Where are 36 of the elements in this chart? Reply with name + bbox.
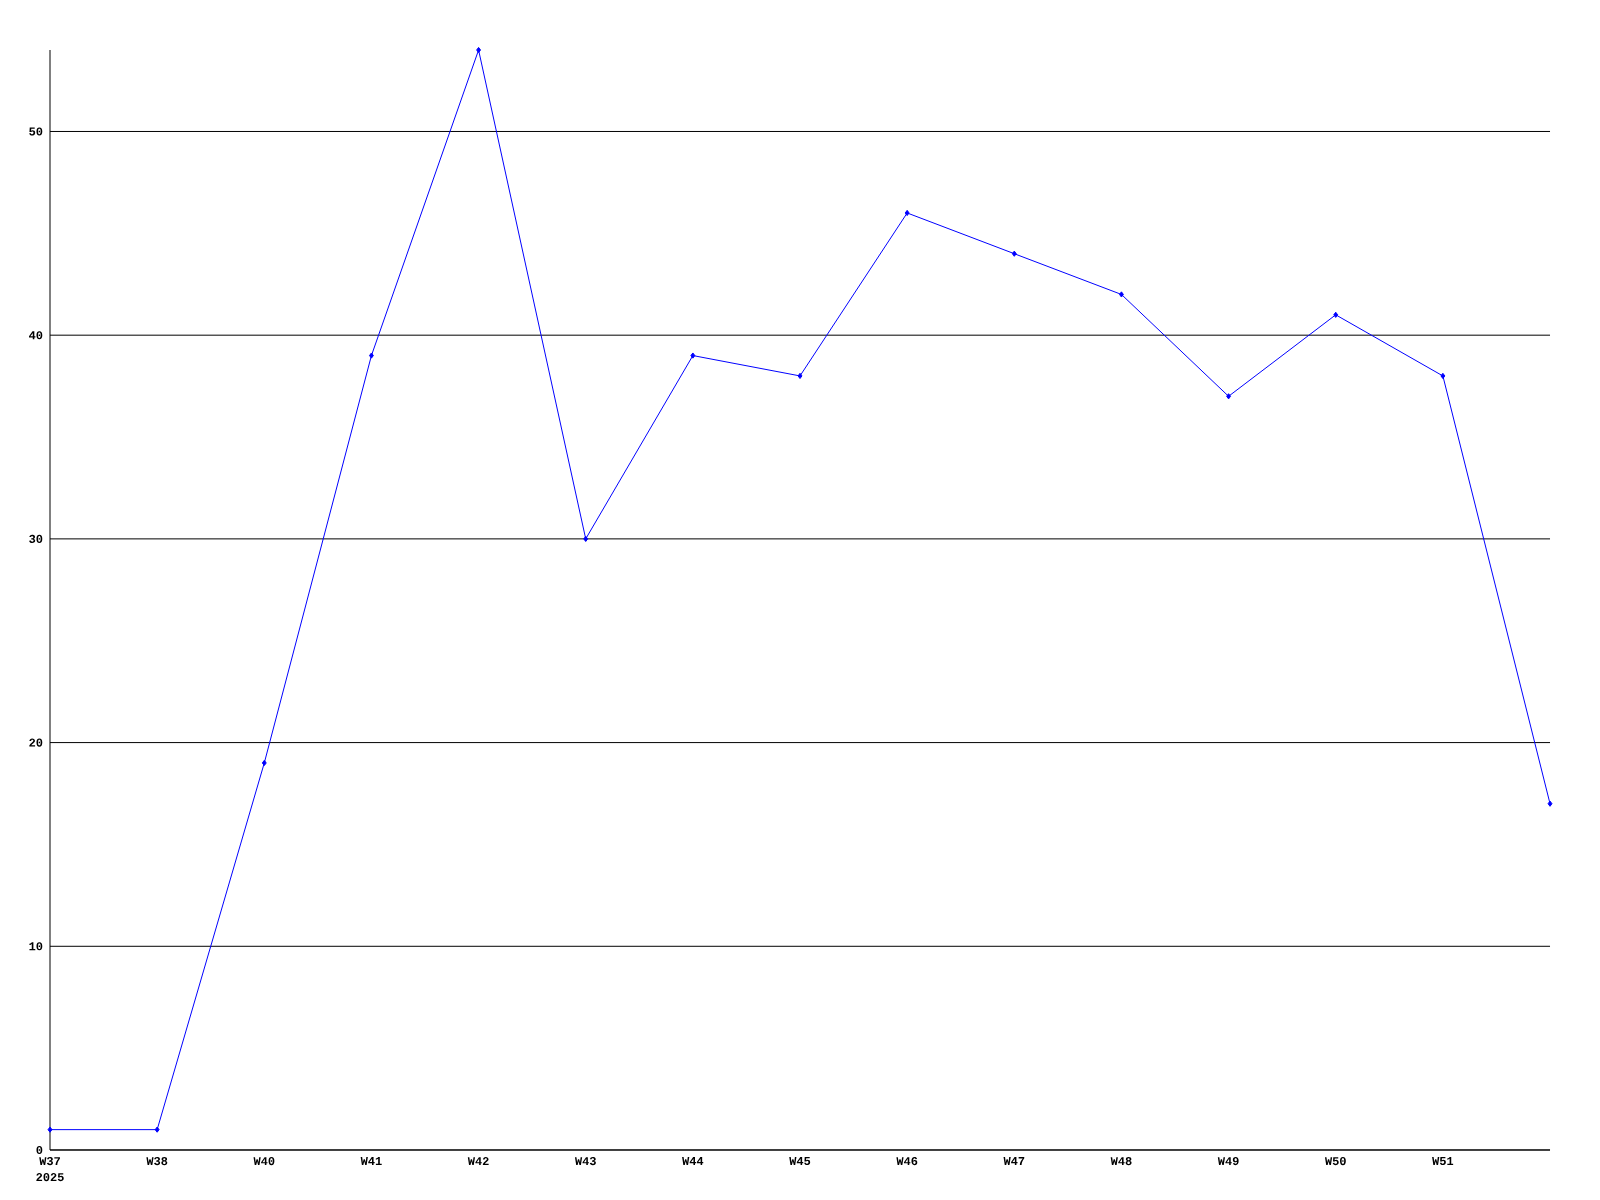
point xyxy=(690,352,696,359)
point xyxy=(261,759,267,767)
point xyxy=(368,352,374,359)
point xyxy=(583,535,589,542)
x-tick-label: W41 xyxy=(360,1157,382,1165)
text: 2025 xyxy=(36,1173,64,1182)
y-tick-label: 50 xyxy=(29,127,43,136)
y-tick-label: 30 xyxy=(29,534,43,543)
point xyxy=(476,46,482,54)
x-tick-label: W48 xyxy=(1110,1157,1132,1166)
y-tick-label: 20 xyxy=(29,738,43,747)
point xyxy=(1118,291,1124,298)
x-tick-label: W37 xyxy=(39,1157,60,1166)
x-tick-label: W45 xyxy=(789,1157,811,1166)
point xyxy=(1333,311,1339,318)
point xyxy=(47,1126,53,1133)
y-tick-label: 10 xyxy=(29,942,43,951)
x-tick-label: W46 xyxy=(896,1157,918,1166)
x-tick-label: W51 xyxy=(1432,1157,1454,1166)
x-tick-label: W42 xyxy=(467,1157,489,1166)
x-tick-label: W50 xyxy=(1324,1157,1346,1166)
point xyxy=(1226,393,1232,400)
point xyxy=(154,1126,160,1133)
x-tick-label: W44 xyxy=(682,1157,704,1165)
point xyxy=(904,209,910,217)
point xyxy=(1011,250,1017,257)
point xyxy=(797,372,803,380)
y-tick-label: 40 xyxy=(29,331,43,340)
y-tick-label: 0 xyxy=(36,1145,43,1155)
x-tick-label: W49 xyxy=(1217,1157,1239,1166)
x-tick-label: W43 xyxy=(574,1157,596,1166)
x-tick-label: W38 xyxy=(146,1157,168,1166)
x-tick-label: W40 xyxy=(253,1157,275,1166)
x-tick-label: W47 xyxy=(1003,1157,1025,1165)
point xyxy=(1440,372,1446,380)
point xyxy=(1547,800,1553,807)
